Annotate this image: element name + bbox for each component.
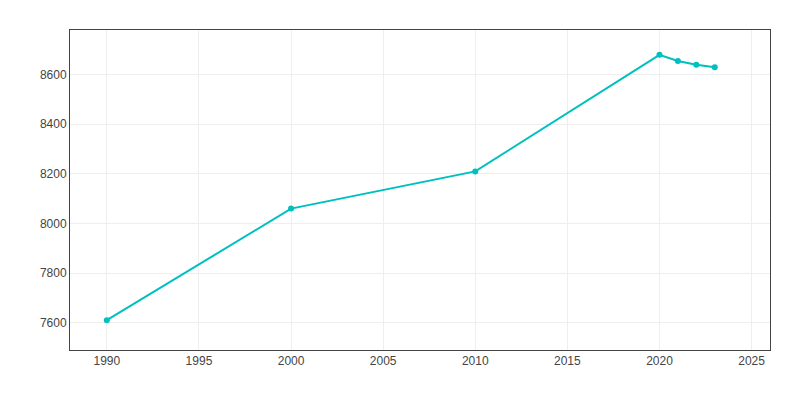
svg-text:7600: 7600 [40,316,67,330]
svg-text:2025: 2025 [738,354,765,368]
svg-text:8000: 8000 [40,217,67,231]
svg-text:1990: 1990 [93,354,120,368]
svg-text:8400: 8400 [40,117,67,131]
svg-text:2010: 2010 [462,354,489,368]
svg-text:2015: 2015 [554,354,581,368]
svg-text:7800: 7800 [40,266,67,280]
svg-text:8200: 8200 [40,167,67,181]
svg-text:1995: 1995 [186,354,213,368]
svg-text:2020: 2020 [646,354,673,368]
svg-text:8600: 8600 [40,68,67,82]
svg-text:2000: 2000 [278,354,305,368]
svg-text:2005: 2005 [370,354,397,368]
